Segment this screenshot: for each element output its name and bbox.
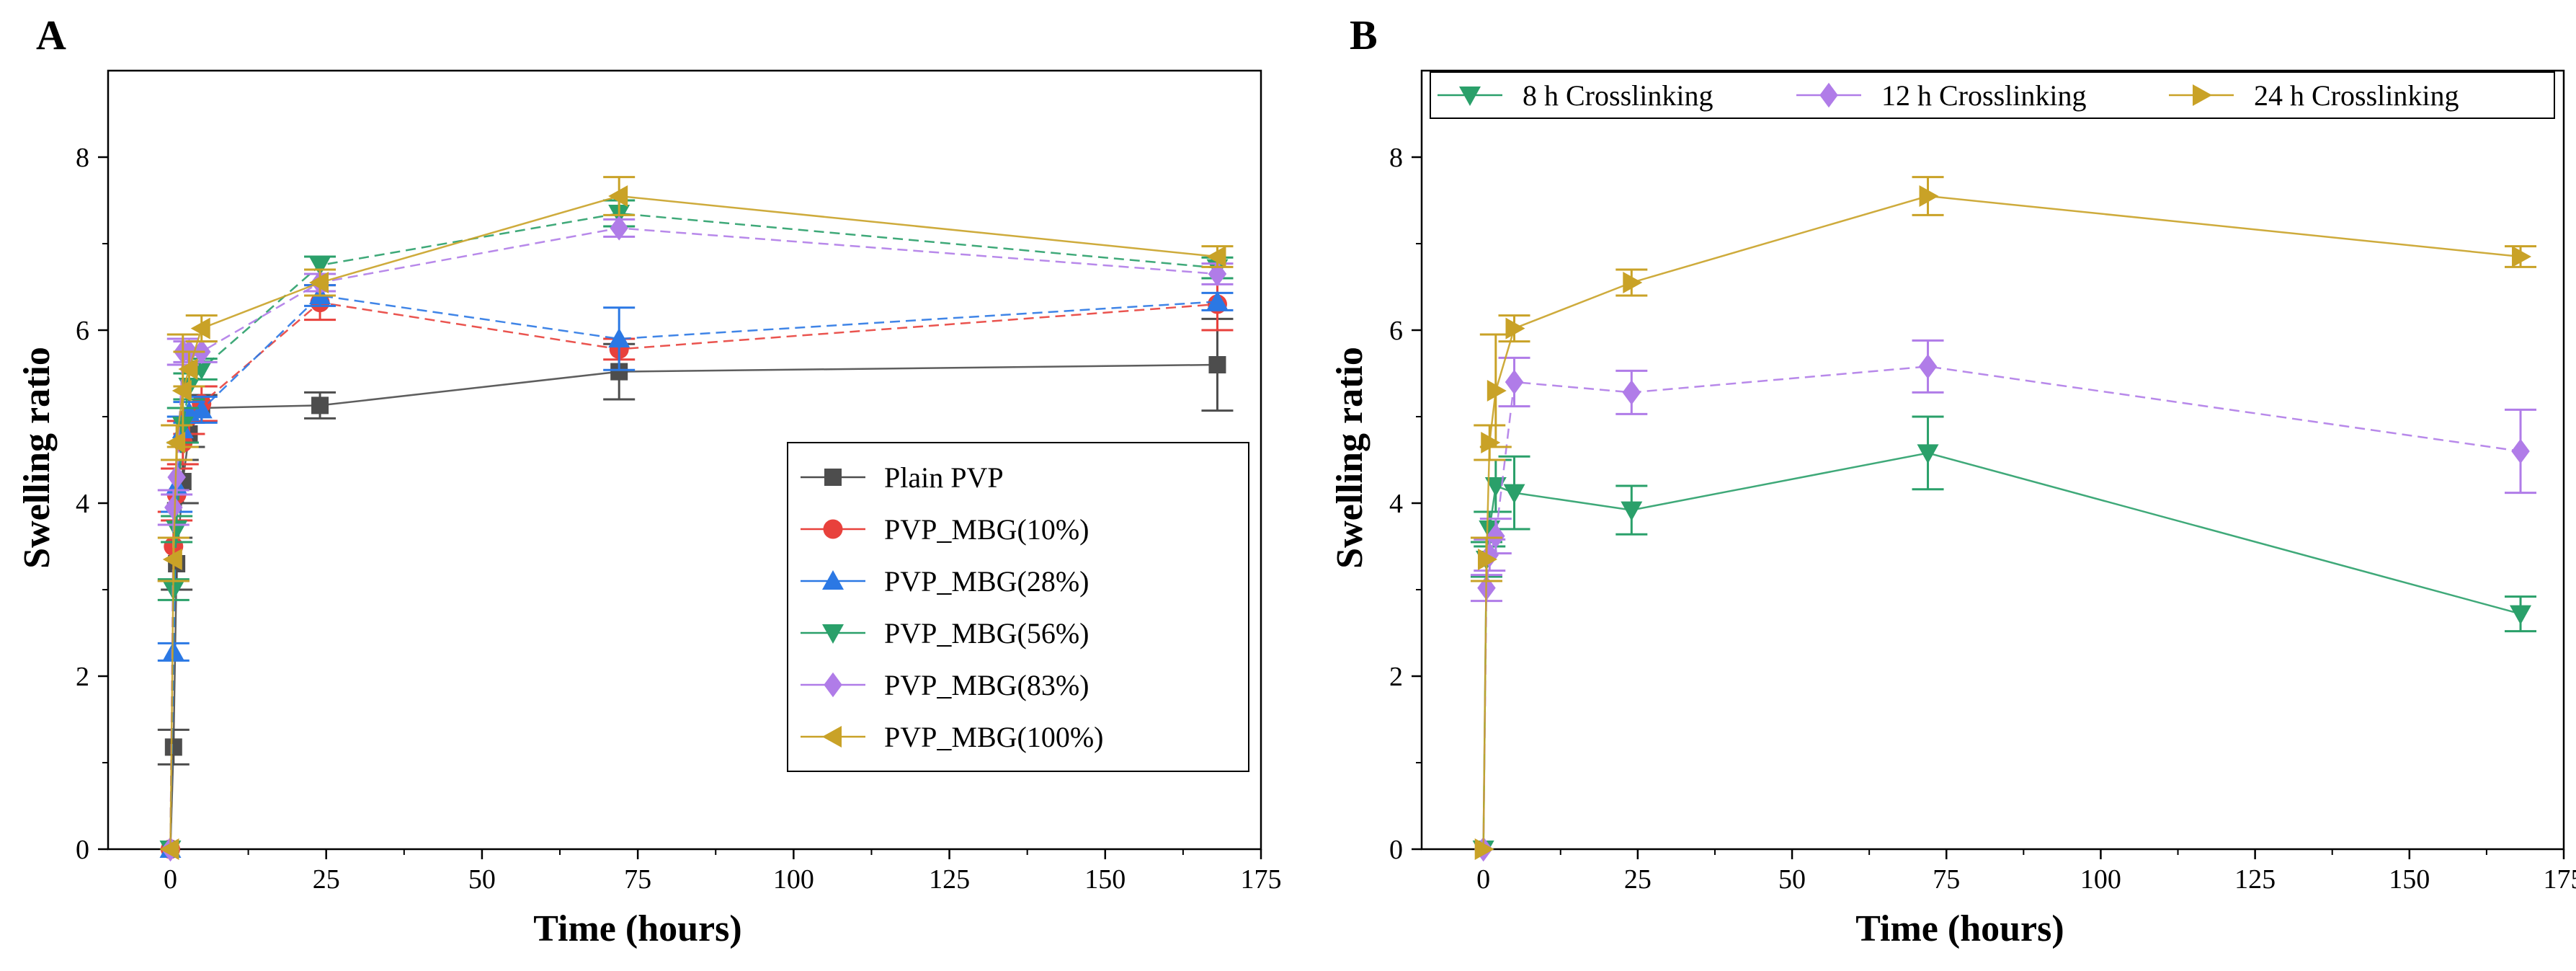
legend-label: PVP_MBG(10%) (884, 513, 1089, 546)
panel-label-a: A (36, 12, 66, 58)
x-tick-label: 50 (1778, 864, 1806, 895)
chart-panel-a: A Time (hours) Swelling ratio 0 25 50 75 100… (17, 12, 1282, 949)
x-tick-label: 100 (773, 864, 814, 895)
legend-label: PVP_MBG(56%) (884, 617, 1089, 649)
data-point (1919, 354, 1938, 379)
y-axis-title-b: Swelling ratio (1329, 347, 1371, 569)
y-tick-label: 4 (1389, 489, 1403, 519)
legend: 8 h Crosslinking 12 h Crosslinking 24 h Cr… (1430, 72, 2554, 118)
x-tick-label: 75 (1933, 864, 1960, 895)
panel-label-b: B (1350, 12, 1378, 58)
x-tick-label: 125 (2234, 864, 2276, 895)
y-tick-label: 0 (76, 835, 89, 865)
legend-label: 8 h Crosslinking (1523, 79, 1713, 112)
data-point (2511, 439, 2530, 464)
x-tick-label: 175 (2544, 864, 2576, 895)
x-axis-title-a: Time (hours) (533, 908, 741, 949)
x-tick-label: 125 (929, 864, 970, 895)
data-point (165, 738, 182, 755)
y-tick-label: 0 (1389, 835, 1403, 865)
y-tick-label: 8 (76, 143, 89, 173)
y-tick-label: 6 (1389, 316, 1403, 346)
y-axis-title-a: Swelling ratio (17, 347, 58, 569)
x-axis-title-b: Time (hours) (1855, 908, 2064, 949)
data-point (311, 396, 329, 414)
legend-label: 12 h Crosslinking (1881, 79, 2086, 112)
legend-label: Plain PVP (884, 461, 1004, 494)
y-tick-label: 4 (76, 489, 89, 519)
x-tick-label: 100 (2080, 864, 2121, 895)
x-tick-label: 75 (624, 864, 651, 895)
legend-marker (824, 469, 842, 486)
y-tick-label: 6 (76, 316, 89, 346)
x-tick-label: 50 (468, 864, 496, 895)
series-line (1484, 453, 2521, 849)
x-tick-label: 175 (1241, 864, 1282, 895)
data-point (1623, 380, 1641, 405)
x-tick-label: 0 (164, 864, 177, 895)
plot-frame (1422, 71, 2564, 849)
chart-panel-b: B Time (hours) Swelling ratio 0 25 50 75 100… (1329, 12, 2576, 949)
x-tick-label: 25 (313, 864, 340, 895)
series-line (1484, 366, 2521, 849)
y-tick-label: 8 (1389, 143, 1403, 173)
x-tick-label: 25 (1624, 864, 1652, 895)
legend-label: PVP_MBG(28%) (884, 565, 1089, 598)
series-line (1484, 196, 2521, 849)
data-point (1621, 502, 1642, 521)
data-point (1505, 370, 1524, 395)
y-tick-label: 2 (76, 662, 89, 692)
series-12-h-crosslinking (1471, 340, 2536, 861)
legend-label: 24 h Crosslinking (2254, 79, 2459, 112)
series-8-h-crosslinking (1471, 417, 2536, 860)
legend-label: PVP_MBG(100%) (884, 721, 1103, 753)
legend: Plain PVP PVP_MBG(10%) PVP_MBG(28%) PVP_MBG… (788, 443, 1249, 771)
y-tick-label: 2 (1389, 662, 1403, 692)
data-point (1208, 356, 1226, 373)
x-tick-label: 0 (1476, 864, 1490, 895)
x-tick-label: 150 (2389, 864, 2430, 895)
x-tick-label: 150 (1084, 864, 1126, 895)
data-point (2510, 606, 2531, 625)
legend-marker (824, 520, 843, 539)
legend-label: PVP_MBG(83%) (884, 669, 1089, 701)
